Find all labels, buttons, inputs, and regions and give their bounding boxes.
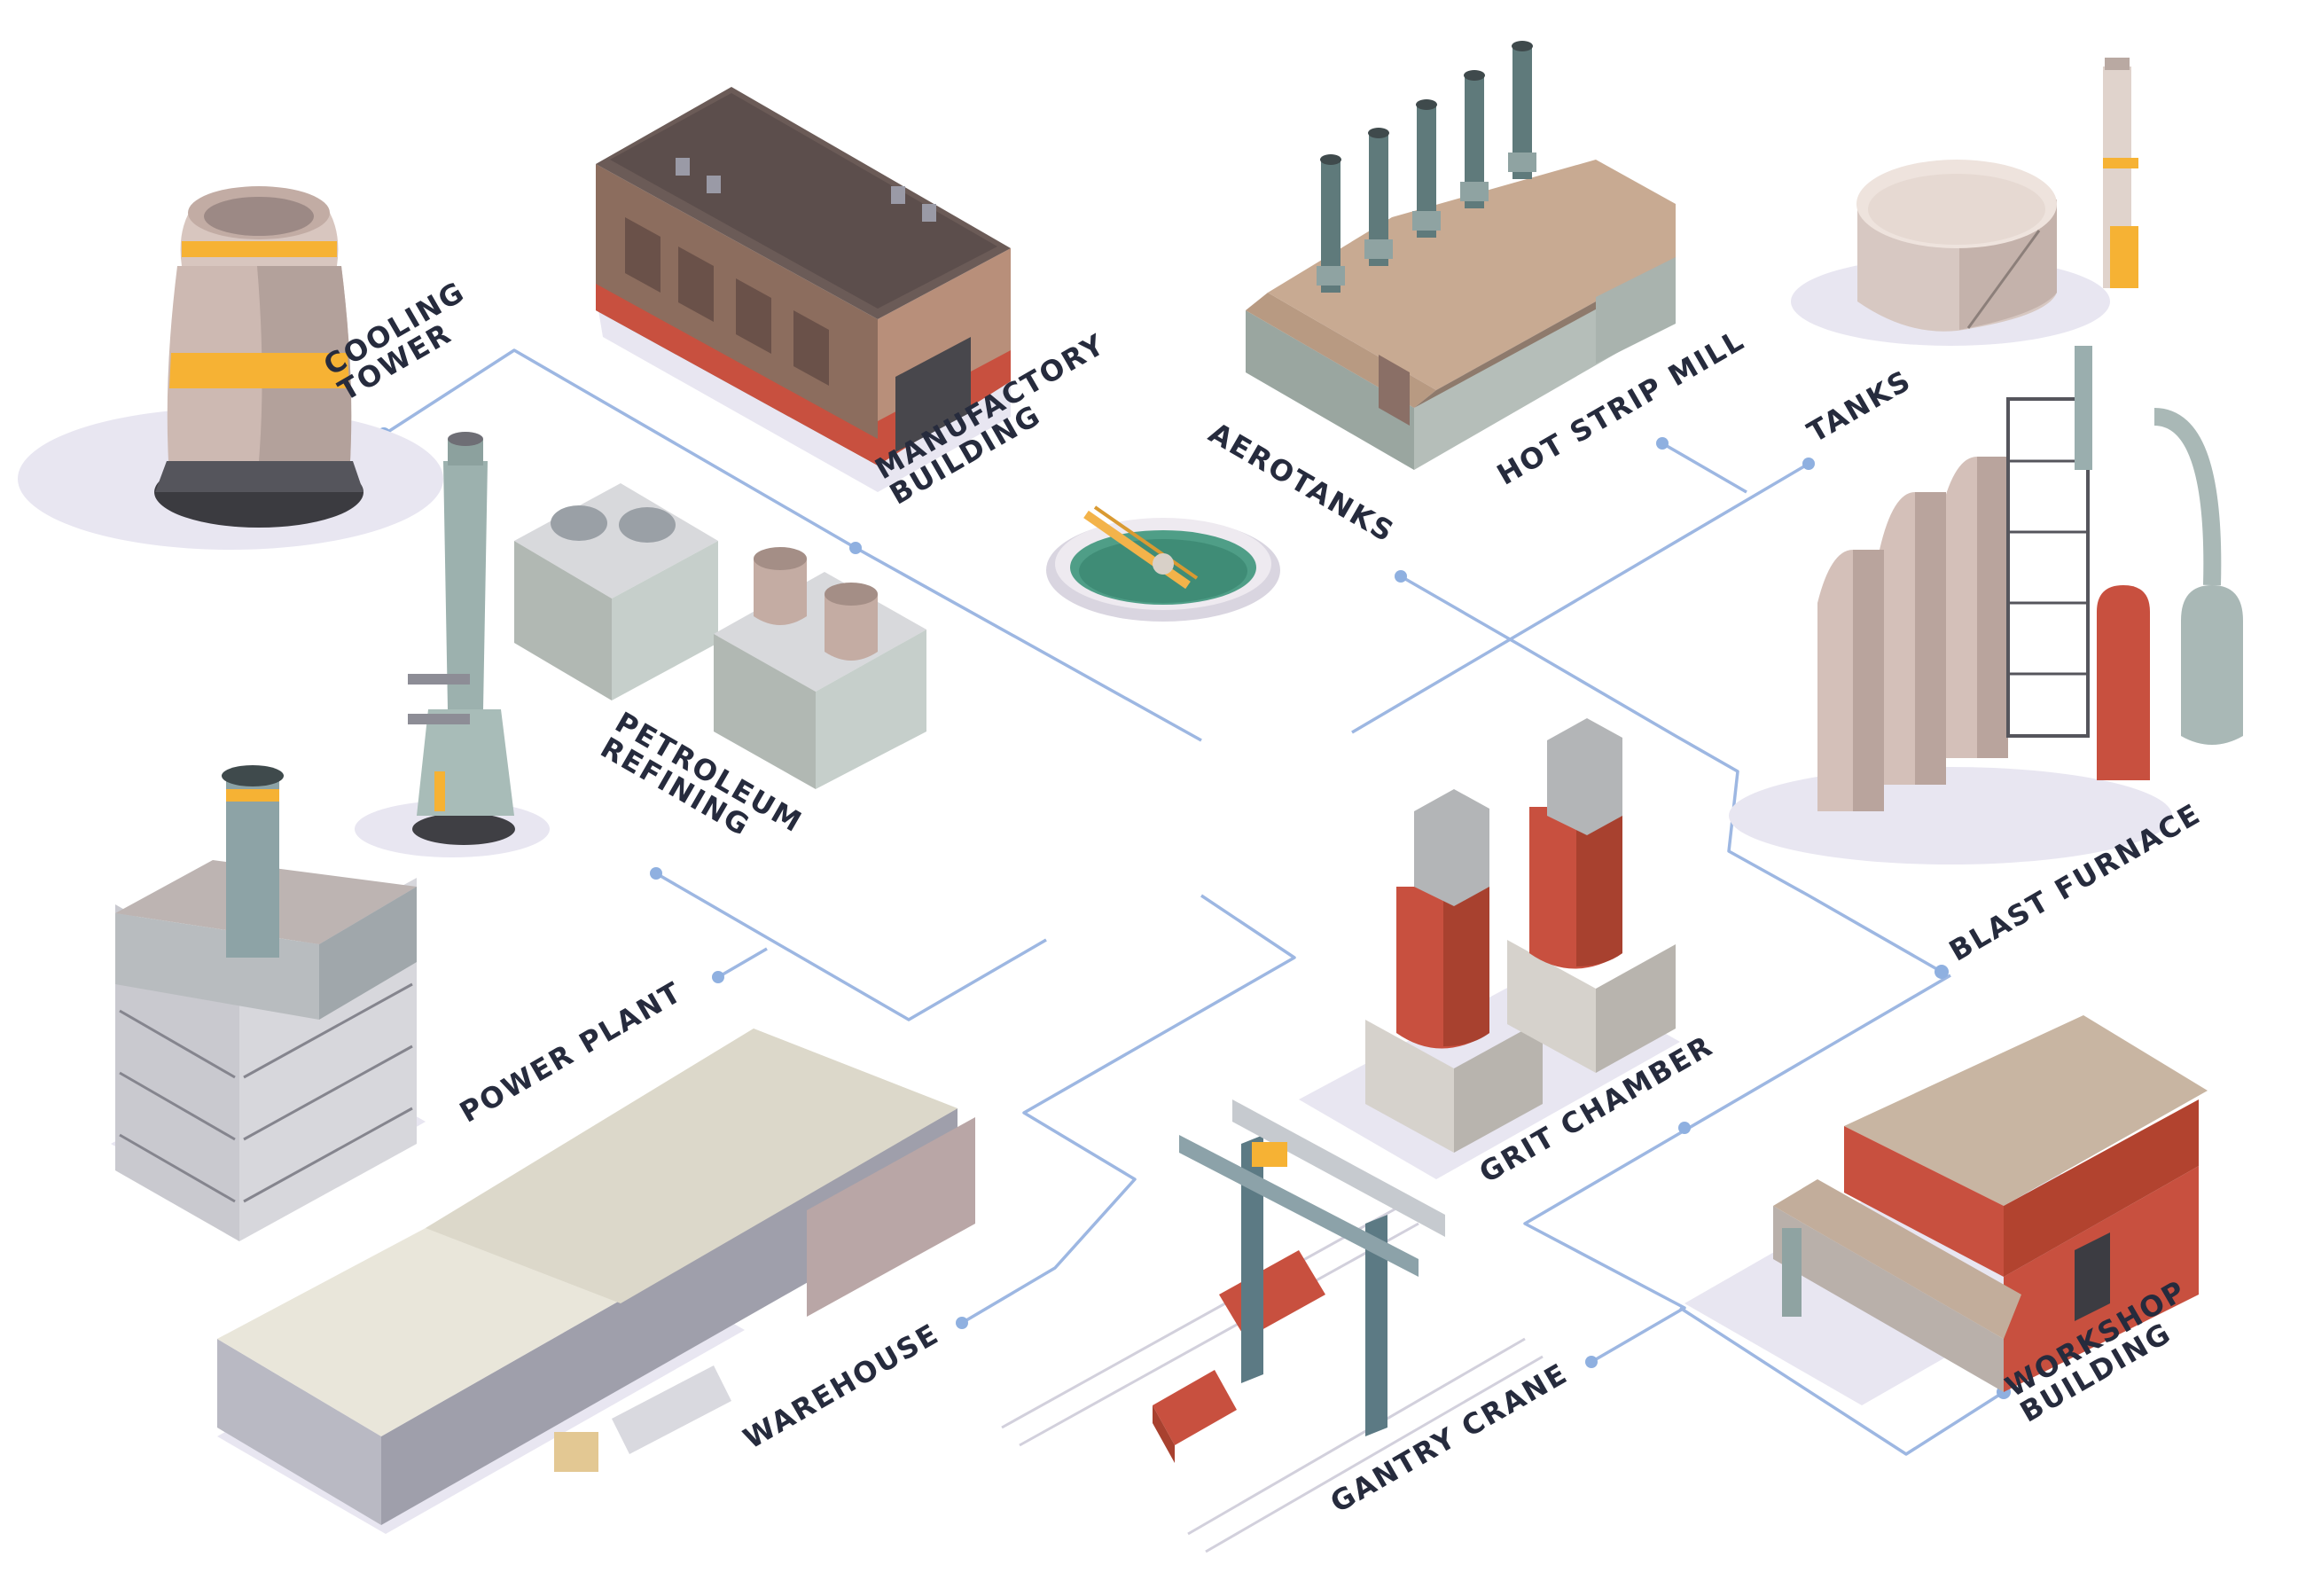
connector-dot-aerotanks <box>1395 570 1407 583</box>
connector-dot-warehouse <box>956 1317 968 1329</box>
connector-dot-gantry-crane <box>1585 1356 1598 1368</box>
grit-chamber-illustration <box>1299 718 1680 1179</box>
workshop-building-illustration <box>1684 1015 2208 1405</box>
tanks-illustration <box>1791 58 2138 346</box>
cooling-tower-illustration <box>18 186 443 550</box>
connector-dot-power-plant <box>712 971 724 983</box>
connector-workshop <box>1679 1306 2005 1456</box>
connector-dot-petroleum <box>650 867 662 880</box>
connector-dot-tanks <box>1802 458 1815 470</box>
connector-gantry-grit <box>1523 974 1951 1364</box>
connector-dot-hot-strip-mill <box>1656 437 1669 450</box>
petroleum-refining-illustration <box>355 432 926 857</box>
connector-aerotanks-blast <box>1400 575 1942 974</box>
gantry-crane-illustration <box>1001 1099 1544 1553</box>
connector-cooling-tower <box>383 348 1202 742</box>
aerotanks-illustration <box>1046 505 1280 622</box>
manufactory-building-illustration <box>596 87 1011 492</box>
connector-tanks <box>1351 462 1809 734</box>
connector-power-plant <box>717 947 768 979</box>
connector-dot-manufactory <box>849 542 862 554</box>
connector-dot-grit-chamber <box>1678 1122 1691 1134</box>
connector-warehouse <box>961 894 1296 1325</box>
connector-dot-blast-furnace <box>1935 965 1949 979</box>
connector-petroleum-power <box>655 872 1047 1021</box>
connector-hot-strip-mill <box>1661 442 1747 494</box>
power-plant-illustration <box>111 765 426 1241</box>
hot-strip-mill-illustration <box>1246 41 1676 470</box>
connector-lines <box>377 348 2011 1456</box>
blast-furnace-illustration <box>1729 346 2243 864</box>
warehouse-illustration <box>217 1029 975 1534</box>
